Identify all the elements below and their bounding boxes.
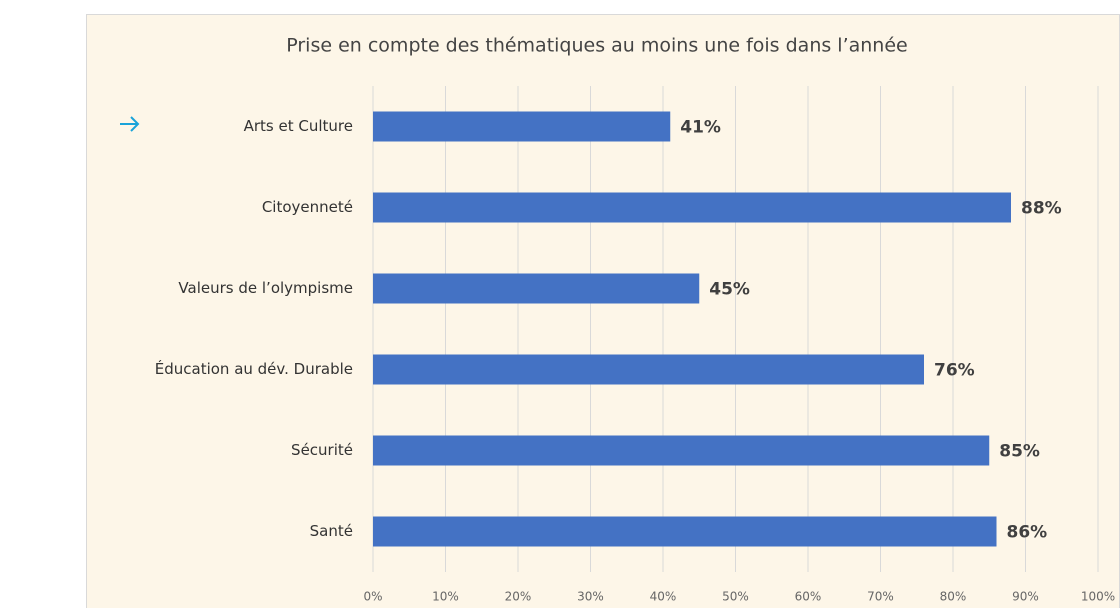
x-tick-label: 50% xyxy=(722,590,749,604)
x-tick-label: 40% xyxy=(650,590,677,604)
bar xyxy=(373,273,700,304)
value-label: 86% xyxy=(1007,523,1048,543)
value-label: 45% xyxy=(709,280,750,300)
value-label: 76% xyxy=(934,361,975,381)
category-label: Santé xyxy=(310,522,353,540)
x-tick-label: 30% xyxy=(577,590,604,604)
category-label: Sécurité xyxy=(291,441,353,459)
grid xyxy=(372,86,1099,572)
category-label: Éducation au dév. Durable xyxy=(155,359,353,378)
bar xyxy=(373,111,671,142)
bar xyxy=(373,192,1011,223)
x-tick-label: 100% xyxy=(1081,590,1115,604)
bar xyxy=(373,516,997,547)
x-tick-label: 60% xyxy=(795,590,822,604)
bar xyxy=(373,435,990,466)
category-label: Citoyenneté xyxy=(262,198,353,216)
x-tick-label: 90% xyxy=(1012,590,1039,604)
category-label: Valeurs de l’olympisme xyxy=(178,279,353,297)
value-label: 85% xyxy=(999,442,1040,462)
category-label: Arts et Culture xyxy=(244,117,353,135)
x-tick-label: 80% xyxy=(940,590,967,604)
x-tick-label: 0% xyxy=(363,590,382,604)
arrow-icon xyxy=(120,116,140,132)
chart-title: Prise en compte des thématiques au moins… xyxy=(286,35,907,57)
value-label: 88% xyxy=(1021,199,1062,219)
x-tick-label: 70% xyxy=(867,590,894,604)
x-tick-label: 10% xyxy=(432,590,459,604)
x-tick-label: 20% xyxy=(505,590,532,604)
bar xyxy=(373,354,924,385)
value-label: 41% xyxy=(680,118,721,138)
